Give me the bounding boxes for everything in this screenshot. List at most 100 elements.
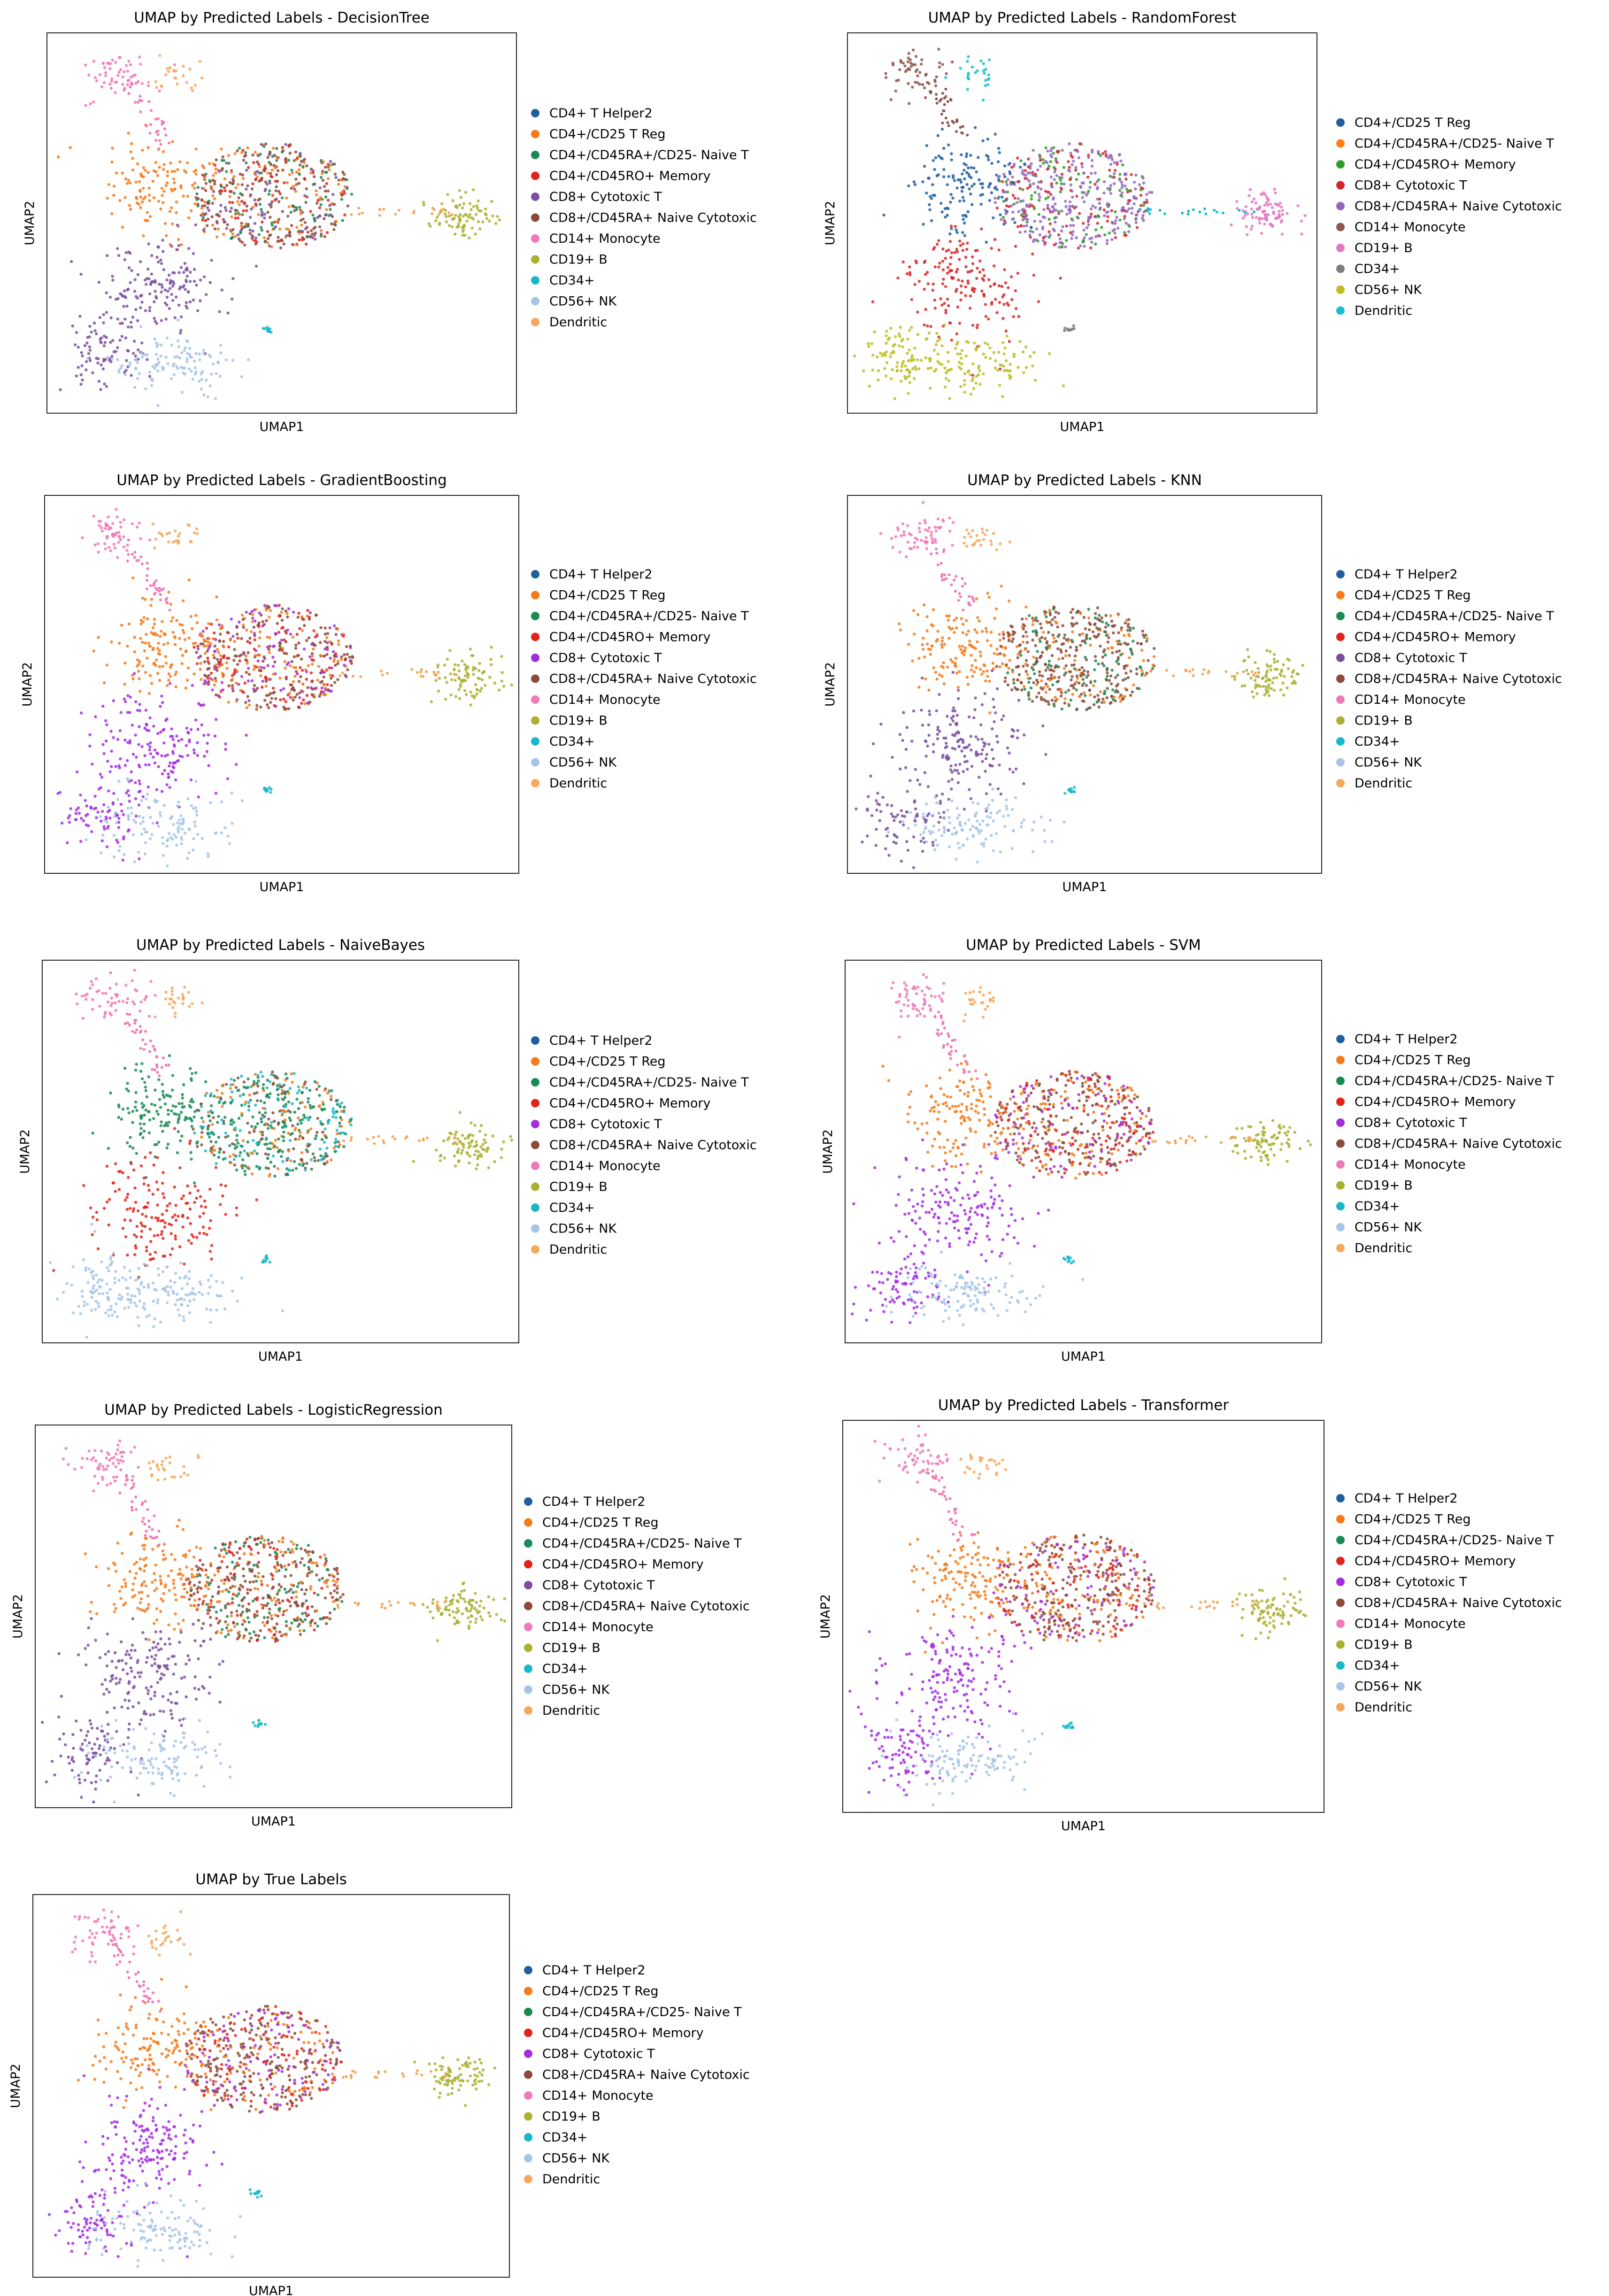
data-point [996, 687, 999, 691]
data-point [1125, 209, 1129, 213]
data-point [890, 377, 893, 380]
data-point [305, 187, 308, 191]
data-point [350, 193, 354, 196]
data-point [980, 738, 984, 741]
data-point [130, 806, 133, 809]
data-point [988, 58, 991, 62]
data-point [988, 346, 992, 350]
data-point [914, 259, 917, 263]
data-point [101, 704, 105, 708]
data-point [58, 791, 62, 794]
legend-marker [531, 130, 539, 139]
data-point [999, 645, 1002, 648]
data-point [987, 185, 991, 189]
data-point [174, 69, 177, 73]
data-point [127, 817, 131, 821]
data-point [430, 700, 433, 703]
data-point [1085, 233, 1088, 236]
data-point [194, 718, 198, 722]
data-point [158, 678, 162, 682]
data-point [913, 801, 916, 804]
data-point [1252, 197, 1256, 201]
data-point [1057, 676, 1061, 679]
data-point [96, 542, 100, 546]
data-point [910, 326, 913, 329]
data-point [984, 838, 987, 841]
data-point [105, 845, 109, 848]
data-point [949, 224, 953, 228]
legend-marker [1336, 306, 1345, 315]
data-point [291, 635, 294, 639]
data-point [1126, 676, 1130, 679]
data-point [472, 666, 475, 669]
data-point [978, 650, 982, 654]
data-point [1024, 366, 1028, 369]
data-point [1052, 636, 1056, 640]
legend-marker [531, 297, 539, 306]
data-point [183, 262, 187, 265]
data-point [1019, 159, 1023, 162]
data-point [254, 151, 257, 154]
data-point [124, 64, 128, 67]
data-point [964, 646, 967, 650]
data-point [1019, 200, 1023, 203]
data-point [985, 753, 988, 756]
data-point [1279, 220, 1283, 224]
data-point [981, 748, 984, 752]
data-point [1010, 298, 1014, 301]
data-point [1057, 633, 1061, 637]
data-point [129, 208, 132, 211]
data-point [941, 92, 944, 95]
data-point [127, 287, 130, 291]
data-point [1112, 176, 1116, 179]
data-point [324, 195, 328, 199]
data-point [916, 333, 920, 336]
data-point [266, 171, 269, 175]
data-point [465, 693, 468, 696]
data-point [202, 187, 206, 190]
data-point [949, 269, 953, 272]
data-point [916, 74, 919, 77]
data-point [962, 242, 965, 246]
data-point [122, 545, 125, 549]
data-point [1003, 825, 1007, 828]
data-point [887, 831, 890, 834]
data-point [434, 678, 438, 682]
data-point [960, 285, 963, 288]
data-point [984, 341, 987, 345]
data-point [202, 645, 206, 648]
data-point [932, 824, 936, 828]
data-point [1269, 664, 1272, 668]
data-point [103, 681, 106, 685]
data-point [129, 281, 132, 284]
data-point [1060, 229, 1063, 233]
data-point [1089, 246, 1093, 250]
data-point [438, 677, 441, 680]
data-point [461, 680, 464, 684]
data-point [867, 795, 870, 798]
data-point [481, 220, 485, 223]
data-point [972, 716, 976, 719]
data-point [913, 377, 916, 380]
data-point [268, 327, 271, 331]
data-point [1000, 285, 1004, 288]
data-point [210, 372, 213, 376]
data-point [180, 827, 184, 831]
data-point [127, 539, 130, 541]
data-point [128, 741, 132, 745]
data-point [154, 363, 157, 366]
data-point [178, 623, 182, 626]
data-point [1135, 226, 1139, 229]
data-point [1272, 210, 1275, 214]
data-point [1084, 627, 1087, 631]
data-point [260, 214, 263, 217]
data-point [294, 643, 298, 647]
data-point [933, 299, 937, 302]
data-point [947, 360, 950, 363]
data-point [990, 247, 993, 250]
data-point [134, 180, 138, 184]
data-point [931, 840, 934, 844]
data-point [1265, 649, 1269, 652]
data-point [141, 355, 144, 359]
data-point [902, 823, 905, 827]
